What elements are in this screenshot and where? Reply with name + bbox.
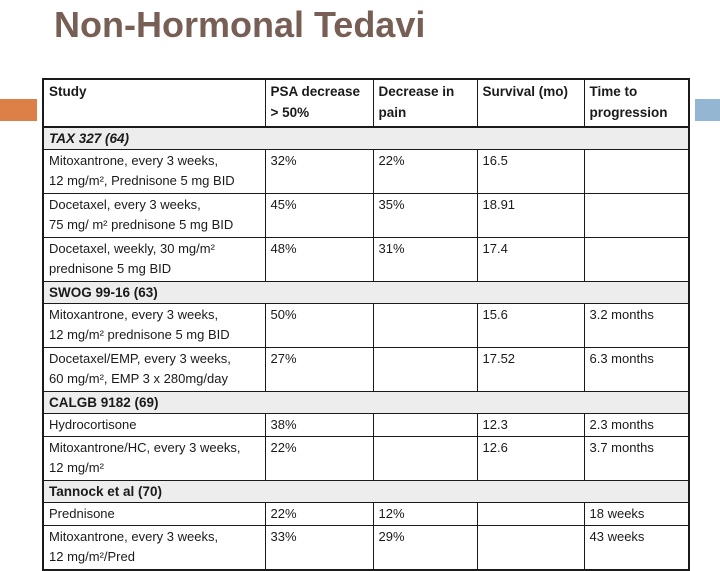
table-row: Prednisone 22% 12% 18 weeks [42,502,690,526]
value-cell: 22% [372,149,478,194]
study-cell: Docetaxel, every 3 weeks, 75 mg/ m² pred… [42,193,266,238]
value-cell: 18 weeks [583,502,690,526]
value-cell: 27% [264,347,374,392]
value-cell: 12% [372,502,478,526]
study-cell: Docetaxel, weekly, 30 mg/m² prednisone 5… [42,237,266,282]
table-row: Mitoxantrone, every 3 weeks, 12 mg/m² pr… [42,303,690,348]
study-cell: Hydrocortisone [42,413,266,437]
study-section-row: TAX 327 (64) [42,126,690,150]
study-cell: Prednisone [42,502,266,526]
accent-bar-right [695,99,720,121]
value-cell: 38% [264,413,374,437]
value-cell: 22% [264,502,374,526]
value-cell: 22% [264,436,374,481]
slide: Non-Hormonal Tedavi Study PSA decrease > … [0,4,720,571]
header-cell-0: Study [42,78,266,128]
value-cell: 48% [264,237,374,282]
value-cell [372,303,478,348]
accent-bar-left [0,99,37,121]
value-cell: 3.7 months [583,436,690,481]
value-cell [372,347,478,392]
value-cell: 50% [264,303,374,348]
table-row: Docetaxel/EMP, every 3 weeks, 60 mg/m², … [42,347,690,392]
value-cell [476,525,585,571]
value-cell: 31% [372,237,478,282]
study-section-row: SWOG 99-16 (63) [42,281,690,304]
study-cell: Mitoxantrone, every 3 weeks, 12 mg/m²/Pr… [42,525,266,571]
study-section-row: Tannock et al (70) [42,480,690,503]
header-cell-1: PSA decrease > 50% [264,78,374,128]
value-cell [372,436,478,481]
header-cell-3: Survival (mo) [476,78,585,128]
table-row: Mitoxantrone, every 3 weeks, 12 mg/m²/Pr… [42,525,690,571]
study-section-label: SWOG 99-16 (63) [42,281,690,304]
header-cell-2: Decrease in pain [372,78,478,128]
table-row: Docetaxel, every 3 weeks, 75 mg/ m² pred… [42,193,690,238]
value-cell [583,237,690,282]
study-cell: Docetaxel/EMP, every 3 weeks, 60 mg/m², … [42,347,266,392]
table-row: Docetaxel, weekly, 30 mg/m² prednisone 5… [42,237,690,282]
value-cell [476,502,585,526]
table-row: Mitoxantrone/HC, every 3 weeks, 12 mg/m²… [42,436,690,481]
value-cell: 18.91 [476,193,585,238]
value-cell: 12.6 [476,436,585,481]
value-cell: 45% [264,193,374,238]
value-cell [583,149,690,194]
table-body: TAX 327 (64) Mitoxantrone, every 3 weeks,… [42,126,690,571]
study-section-label: TAX 327 (64) [42,126,690,150]
study-cell: Mitoxantrone, every 3 weeks, 12 mg/m², P… [42,149,266,194]
value-cell: 33% [264,525,374,571]
value-cell: 17.4 [476,237,585,282]
value-cell: 12.3 [476,413,585,437]
study-section-label: Tannock et al (70) [42,480,690,503]
chemotherapy-trials-table: Study PSA decrease > 50% Decrease in pain S… [42,78,690,571]
value-cell: 6.3 months [583,347,690,392]
table-header-row: Study PSA decrease > 50% Decrease in pain S… [42,78,690,128]
value-cell: 2.3 months [583,413,690,437]
study-cell: Mitoxantrone, every 3 weeks, 12 mg/m² pr… [42,303,266,348]
study-cell: Mitoxantrone/HC, every 3 weeks, 12 mg/m² [42,436,266,481]
value-cell: 15.6 [476,303,585,348]
study-section-row: CALGB 9182 (69) [42,391,690,414]
slide-title: Non-Hormonal Tedavi [54,4,426,45]
value-cell: 43 weeks [583,525,690,571]
value-cell [583,193,690,238]
value-cell [372,413,478,437]
study-section-label: CALGB 9182 (69) [42,391,690,414]
value-cell: 35% [372,193,478,238]
table-row: Hydrocortisone 38% 12.3 2.3 months [42,413,690,437]
value-cell: 29% [372,525,478,571]
value-cell: 32% [264,149,374,194]
table-row: Mitoxantrone, every 3 weeks, 12 mg/m², P… [42,149,690,194]
value-cell: 3.2 months [583,303,690,348]
header-cell-4: Time to progression [583,78,690,128]
value-cell: 16.5 [476,149,585,194]
value-cell: 17.52 [476,347,585,392]
